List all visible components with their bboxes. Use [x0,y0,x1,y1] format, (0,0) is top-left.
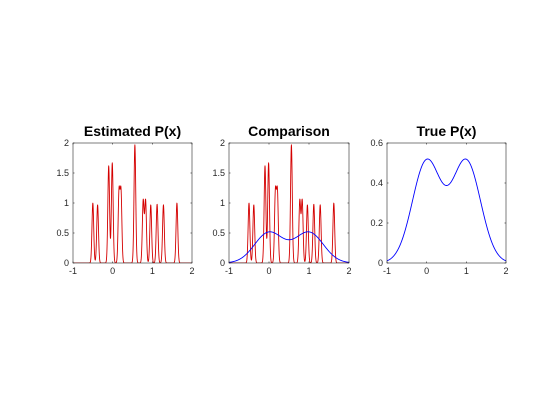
y-tick-label: 0.2 [370,218,383,228]
x-tick-label: 1 [306,266,311,276]
x-tick-label: 2 [189,266,194,276]
x-tick-label: -1 [383,266,391,276]
subplot-title: True P(x) [417,123,477,139]
y-tick-label: 1.5 [56,168,69,178]
y-tick-label: 1 [64,198,69,208]
y-tick-label: 0.4 [370,178,383,188]
x-tick-label: 1 [150,266,155,276]
series-line-1 [229,144,349,263]
series-line-1 [387,158,506,262]
y-tick-label: 0.6 [370,138,383,148]
y-tick-label: 0 [378,258,383,268]
x-tick-label: 0 [110,266,115,276]
y-tick-label: 0.5 [56,228,69,238]
y-tick-label: 0.5 [212,228,225,238]
y-tick-label: 2 [64,138,69,148]
subplot-3: True P(x)-1 0 1 200.20.40.6 [370,123,508,276]
x-tick-label: -1 [225,266,233,276]
y-tick-label: 1.5 [212,168,225,178]
series-line-2 [229,231,349,263]
x-tick-label: 0 [424,266,429,276]
x-tick-label: 1 [464,266,469,276]
x-tick-label: 2 [503,266,508,276]
x-tick-label: 2 [346,266,351,276]
subplot-2: Comparison-1 0 1 200.511.52 [212,123,351,276]
subplot-title: Estimated P(x) [84,123,181,139]
y-tick-label: 0 [220,258,225,268]
y-tick-label: 1 [220,198,225,208]
x-tick-label: 0 [266,266,271,276]
y-tick-label: 2 [220,138,225,148]
subplot-title: Comparison [248,123,330,139]
axes-box [386,142,507,264]
series-line-1 [73,144,192,263]
subplot-1: Estimated P(x)-1 0 1 200.511.52 [56,123,194,276]
y-tick-label: 0 [64,258,69,268]
x-tick-label: -1 [69,266,77,276]
